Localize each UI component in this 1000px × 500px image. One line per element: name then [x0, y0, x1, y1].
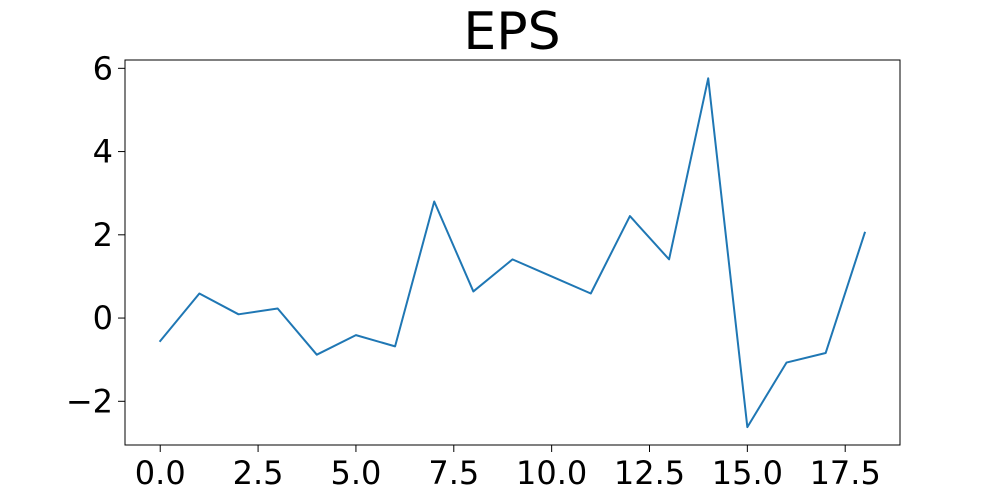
x-tick-label: 12.5 — [614, 454, 685, 492]
y-tick-label: 0 — [93, 299, 113, 337]
series-layer — [158, 76, 867, 430]
eps-data-point — [823, 351, 828, 356]
y-tick-label: −2 — [66, 382, 113, 420]
x-tick-label: 2.5 — [233, 454, 284, 492]
eps-data-point — [275, 306, 280, 311]
x-tick-label: 15.0 — [712, 454, 783, 492]
eps-data-point — [784, 360, 789, 365]
x-tick-label: 10.0 — [516, 454, 587, 492]
plot-area-frame — [124, 59, 901, 446]
x-tick-label: 5.0 — [330, 454, 381, 492]
eps-data-point — [197, 291, 202, 296]
x-tick-label: 7.5 — [428, 454, 479, 492]
y-tick-label: 4 — [93, 133, 113, 171]
eps-data-point — [393, 344, 398, 349]
eps-data-point — [471, 289, 476, 294]
y-tick-label: 6 — [93, 49, 113, 87]
eps-data-point — [314, 352, 319, 357]
x-tick-label: 0.0 — [135, 454, 186, 492]
eps-data-point — [862, 230, 867, 235]
y-axis: −2 0 2 4 6 — [66, 49, 125, 420]
x-tick-label: 17.5 — [810, 454, 881, 492]
eps-data-point — [432, 199, 437, 204]
x-axis: 0.0 2.5 5.0 7.5 10.0 12.5 15.0 17.5 — [135, 445, 881, 492]
eps-data-point — [627, 214, 632, 219]
eps-data-point — [353, 333, 358, 338]
eps-data-point — [236, 312, 241, 317]
eps-data-point — [706, 76, 711, 81]
eps-data-point — [588, 291, 593, 296]
eps-data-point — [510, 257, 515, 262]
eps-data-point — [158, 338, 163, 343]
eps-data-point — [667, 257, 672, 262]
eps-data-point — [745, 425, 750, 430]
chart-title: EPS — [463, 2, 560, 62]
eps-series-line — [158, 77, 867, 429]
y-tick-label: 2 — [93, 216, 113, 254]
eps-data-point — [549, 274, 554, 279]
